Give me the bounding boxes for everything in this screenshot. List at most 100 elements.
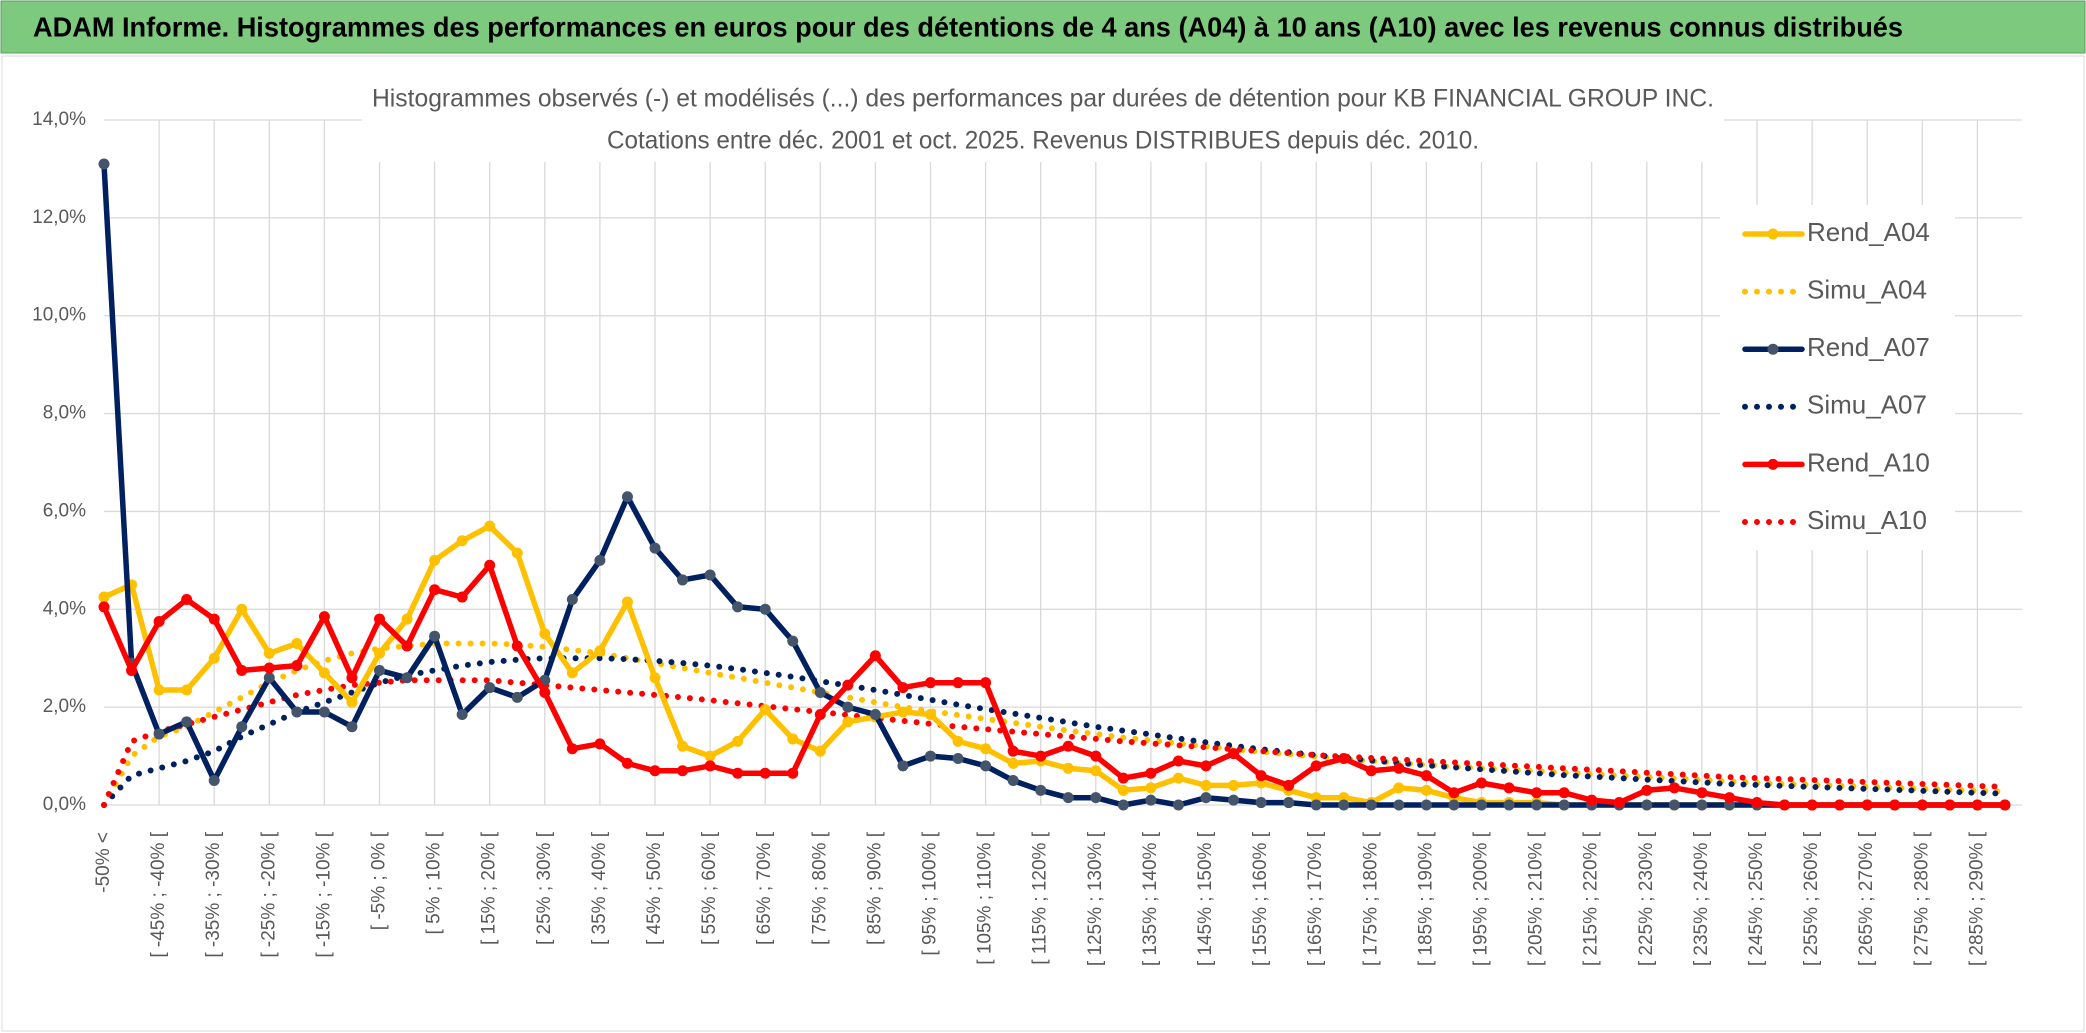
x-tick-label: [ 155% ; 160% [ — [1250, 831, 1271, 966]
legend-background — [1720, 205, 1955, 550]
x-tick-label: [ 165% ; 170% [ — [1305, 831, 1326, 966]
marker — [759, 603, 771, 615]
marker — [814, 745, 826, 757]
x-tick-label: [ 125% ; 130% [ — [1085, 831, 1106, 966]
marker — [594, 738, 606, 750]
marker — [1531, 799, 1543, 811]
legend-label: Simu_A10 — [1807, 505, 1927, 535]
x-tick-label: [ 205% ; 210% [ — [1526, 831, 1547, 966]
marker — [374, 664, 385, 676]
marker — [208, 775, 220, 787]
marker — [1062, 762, 1074, 774]
x-tick-label: [ 275% ; 280% [ — [1911, 831, 1932, 966]
marker — [842, 679, 854, 691]
marker — [511, 691, 523, 703]
x-tick-label: [ 115% ; 120% [ — [1030, 831, 1051, 964]
marker — [208, 652, 220, 664]
marker — [1586, 794, 1598, 806]
marker — [181, 684, 193, 696]
marker — [925, 708, 936, 720]
title-background — [362, 80, 1724, 162]
x-tick-label: [ 5% ; 10% [ — [424, 831, 445, 934]
marker — [1283, 797, 1295, 809]
y-tick-label: 14,0% — [32, 109, 86, 130]
marker — [1365, 765, 1377, 777]
model-line — [101, 655, 2008, 808]
marker — [1558, 799, 1570, 811]
marker — [1420, 784, 1432, 796]
marker — [1448, 799, 1460, 811]
x-tick-label: [ 15% ; 20% [ — [479, 831, 500, 945]
x-tick-label: [ 195% ; 200% [ — [1471, 831, 1492, 966]
marker — [704, 569, 716, 581]
marker — [787, 767, 799, 779]
marker — [153, 684, 165, 696]
marker — [869, 650, 881, 662]
marker — [1889, 799, 1901, 811]
marker — [1641, 799, 1653, 811]
marker — [1668, 782, 1680, 794]
marker — [1200, 779, 1212, 791]
marker — [1806, 799, 1818, 811]
marker — [1007, 757, 1019, 769]
marker — [1117, 772, 1129, 784]
y-tick-label: 10,0% — [32, 305, 86, 326]
marker — [1393, 762, 1405, 774]
chart-frame — [1, 55, 2085, 1032]
x-tick-label: [ 145% ; 150% [ — [1195, 831, 1216, 966]
marker — [1200, 760, 1212, 772]
marker — [1228, 779, 1240, 791]
legend-label: Rend_A10 — [1807, 447, 1930, 477]
x-tick-label: [ -25% ; -20% [ — [258, 831, 279, 957]
marker — [1834, 799, 1846, 811]
marker — [484, 520, 496, 532]
marker — [649, 765, 661, 777]
marker — [814, 686, 826, 698]
marker — [704, 760, 716, 772]
marker — [181, 716, 193, 728]
marker — [980, 760, 992, 772]
marker — [566, 594, 578, 605]
marker — [374, 647, 385, 659]
chart-subtitle: Cotations entre déc. 2001 et oct. 2025. … — [607, 127, 1479, 155]
marker — [1283, 779, 1295, 791]
marker — [1365, 799, 1377, 811]
marker — [1310, 760, 1322, 772]
x-tick-label: [ 245% ; 250% [ — [1746, 831, 1767, 966]
x-tick-label: [ 95% ; 100% [ — [920, 831, 941, 955]
marker — [677, 765, 689, 777]
marker — [401, 672, 413, 684]
legend: Rend_A04 Simu_A04 Rend_A07 Simu_A07 Rend_A10… — [1720, 205, 1955, 550]
marker — [539, 628, 551, 640]
x-tick-label: [ 185% ; 190% [ — [1415, 831, 1436, 966]
marker — [1613, 797, 1625, 809]
marker — [869, 708, 881, 720]
marker — [594, 645, 606, 657]
marker — [1531, 787, 1543, 799]
header-title: ADAM Informe. Histogrammes des performan… — [33, 11, 1903, 42]
marker — [401, 613, 413, 625]
x-tick-label: [ 175% ; 180% [ — [1360, 831, 1381, 966]
marker — [1558, 787, 1570, 799]
x-tick-label: [ 35% ; 40% [ — [589, 831, 610, 945]
legend-label: Rend_A07 — [1807, 332, 1930, 362]
marker — [566, 743, 578, 755]
marker — [1117, 784, 1129, 796]
marker — [153, 616, 165, 628]
marker — [677, 740, 689, 752]
marker — [1503, 782, 1515, 794]
marker — [1916, 799, 1928, 811]
marker — [621, 757, 633, 769]
marker — [1200, 792, 1212, 804]
marker — [1338, 753, 1350, 765]
marker — [732, 767, 744, 779]
marker — [1503, 799, 1515, 811]
marker — [1255, 770, 1267, 782]
x-tick-label: [ 285% ; 290% [ — [1966, 831, 1987, 966]
observed-line — [101, 161, 2008, 808]
legend-marker — [1767, 343, 1779, 355]
marker — [429, 630, 441, 642]
marker — [1393, 799, 1405, 811]
marker — [1393, 782, 1405, 794]
